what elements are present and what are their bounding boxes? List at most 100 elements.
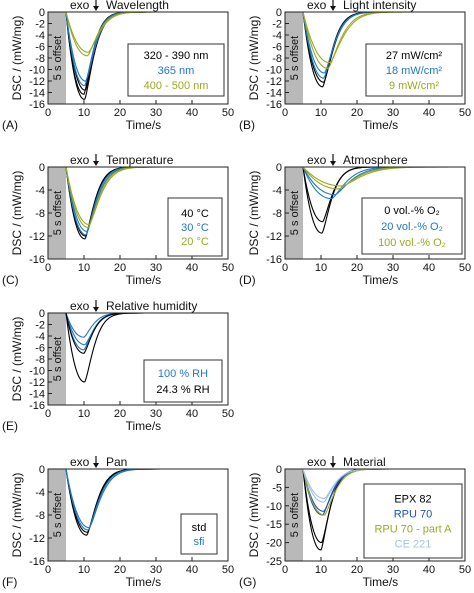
offset-label: 5 s offset	[52, 493, 64, 537]
x-axis-label: Time/s	[126, 419, 162, 433]
x-tick-label: 30	[150, 107, 162, 119]
y-tick-label: 0	[39, 162, 45, 174]
legend-box	[127, 43, 225, 97]
y-tick-label: -16	[29, 99, 45, 111]
x-tick-label: 30	[150, 408, 162, 420]
y-tick-label: 0	[39, 464, 45, 476]
panel-label: (A)	[2, 118, 18, 132]
offset-label: 5 s offset	[52, 191, 64, 235]
y-tick-label: -5	[272, 482, 282, 494]
exo-arrowhead-icon	[330, 6, 336, 11]
y-tick-label: -12	[29, 533, 45, 545]
y-tick-label: -4	[35, 30, 45, 42]
plot-frame	[284, 468, 466, 562]
x-axis-label: Time/s	[126, 118, 162, 132]
legend-box	[143, 359, 223, 403]
y-tick-label: -4	[35, 331, 45, 343]
y-tick-label: 0	[276, 464, 282, 476]
legend-box	[180, 513, 218, 555]
exo-arrowhead-icon	[93, 161, 99, 166]
y-tick-label: -16	[266, 254, 282, 266]
x-tick-label: 0	[45, 408, 51, 420]
y-tick-label: -6	[35, 343, 45, 355]
y-axis-label: DSC / (mW/mg)	[10, 473, 24, 558]
offset-label: 5 s offset	[289, 36, 301, 80]
x-tick-label: 40	[186, 564, 198, 576]
y-axis-label: DSC / (mW/mg)	[247, 16, 261, 101]
x-tick-label: 0	[45, 564, 51, 576]
offset-region	[48, 313, 66, 405]
curve-100-rh-2	[48, 312, 228, 346]
x-tick-label: 10	[78, 262, 90, 274]
legend: 100 % RH 24.3 % RH	[143, 359, 223, 403]
offset-region	[285, 12, 303, 104]
x-tick-label: 20	[351, 262, 363, 274]
x-tick-label: 20	[114, 564, 126, 576]
y-tick-label: -8	[35, 510, 45, 522]
x-tick-label: 50	[459, 262, 471, 274]
y-axis-label: DSC / (mW/mg)	[10, 16, 24, 101]
x-tick-label: 50	[222, 107, 234, 119]
exo-label: exo	[307, 153, 327, 167]
x-tick-label: 10	[78, 408, 90, 420]
curve-100-rh-3	[48, 312, 228, 338]
legend-entry: 20 °C	[181, 236, 209, 248]
x-tick-label: 30	[387, 107, 399, 119]
x-tick-label: 0	[282, 262, 288, 274]
y-tick-label: -12	[266, 76, 282, 88]
y-tick-label: -2	[35, 19, 45, 31]
exo-arrowhead-icon	[93, 463, 99, 468]
y-tick-label: 0	[39, 308, 45, 320]
y-tick-label: -10	[266, 501, 282, 513]
exo-label: exo	[307, 0, 327, 12]
x-tick-label: 30	[150, 262, 162, 274]
x-tick-label: 40	[423, 262, 435, 274]
y-tick-label: -10	[29, 366, 45, 378]
legend-entry: sfi	[194, 536, 205, 548]
x-tick-label: 40	[186, 408, 198, 420]
exo-arrowhead-icon	[330, 161, 336, 166]
x-tick-label: 50	[459, 564, 471, 576]
exo-label: exo	[70, 299, 90, 313]
panel-title: Wavelength	[106, 0, 169, 12]
x-tick-label: 40	[186, 107, 198, 119]
exo-label: exo	[70, 0, 90, 12]
panel-label: (F)	[2, 575, 17, 589]
x-tick-label: 20	[351, 564, 363, 576]
x-axis-label: Time/s	[363, 118, 399, 132]
x-axis-label: Time/s	[363, 273, 399, 287]
x-tick-label: 40	[423, 107, 435, 119]
x-tick-label: 10	[315, 564, 327, 576]
legend-entry: 100 % RH	[158, 368, 208, 380]
x-tick-label: 40	[423, 564, 435, 576]
legend-entry: 400 - 500 nm	[144, 80, 209, 92]
offset-region	[285, 167, 303, 259]
y-tick-label: -14	[266, 88, 282, 100]
x-tick-label: 20	[114, 408, 126, 420]
y-axis-label: DSC / (mW/mg)	[10, 317, 24, 402]
legend-entry: 40 °C	[181, 208, 209, 220]
legend-entry: 320 - 390 nm	[144, 50, 209, 62]
x-tick-label: 30	[150, 564, 162, 576]
y-axis-label: DSC / (mW/mg)	[247, 171, 261, 256]
x-tick-label: 10	[78, 107, 90, 119]
y-tick-label: -10	[266, 65, 282, 77]
offset-label: 5 s offset	[52, 337, 64, 381]
x-tick-label: 10	[78, 564, 90, 576]
offset-label: 5 s offset	[52, 36, 64, 80]
panel-label: (D)	[239, 273, 256, 287]
y-axis-label: DSC / (mW/mg)	[10, 171, 24, 256]
legend-entry: 20 vol.-% O₂	[381, 221, 443, 233]
y-tick-label: -4	[272, 185, 282, 197]
legend: 40 °C 30 °C 20 °C	[167, 197, 223, 257]
panel-title: Pan	[106, 455, 127, 469]
x-axis-label: Time/s	[126, 575, 162, 589]
offset-region	[48, 167, 66, 259]
panel-title: Light intensity	[343, 0, 416, 12]
y-tick-label: -16	[266, 99, 282, 111]
y-axis-label: DSC / (mW/mg)	[247, 473, 261, 558]
x-tick-label: 50	[222, 564, 234, 576]
y-tick-label: -4	[35, 185, 45, 197]
